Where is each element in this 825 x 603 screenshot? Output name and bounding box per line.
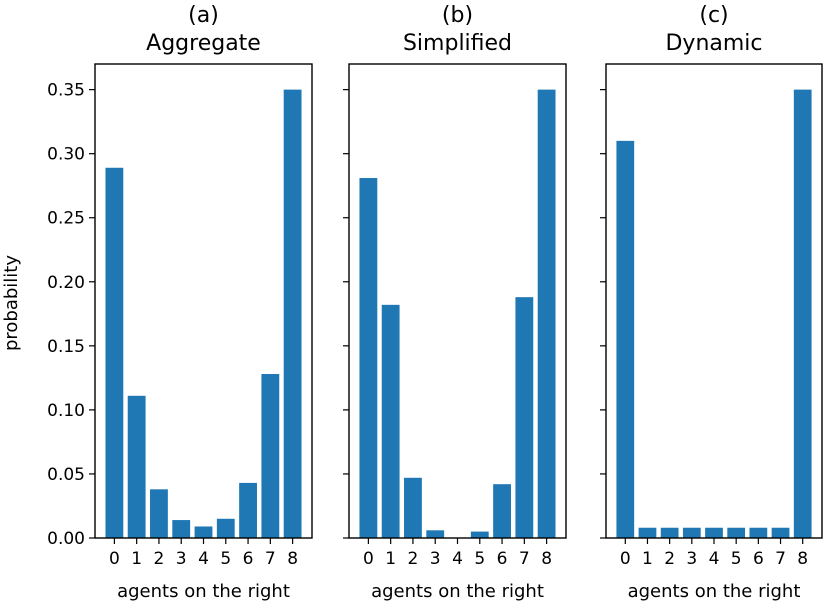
- x-tick-label: 7: [519, 549, 530, 569]
- x-tick-label: 0: [620, 549, 631, 569]
- bar-1: [638, 527, 657, 538]
- y-tick-label: 0.15: [47, 337, 85, 357]
- x-tick-label: 6: [753, 549, 764, 569]
- bar-3: [682, 527, 701, 538]
- bar-8: [537, 89, 556, 539]
- x-tick-label: 4: [452, 549, 463, 569]
- x-tick-label: 5: [731, 549, 742, 569]
- bar-7: [771, 527, 790, 538]
- x-tick-label: 2: [408, 549, 419, 569]
- x-tick-label: 1: [131, 549, 142, 569]
- bar-2: [404, 477, 422, 538]
- bar-0: [105, 167, 124, 538]
- axes-frame: [348, 63, 567, 539]
- x-axis-label: agents on the right: [628, 581, 801, 602]
- x-tick-label: 8: [541, 549, 552, 569]
- bar-3: [426, 530, 445, 538]
- bar-7: [261, 374, 280, 538]
- x-tick-label: 2: [664, 549, 675, 569]
- bar-7: [515, 297, 534, 538]
- x-tick-label: 1: [642, 549, 653, 569]
- chart-title: Aggregate: [146, 31, 261, 56]
- chart-panel-1: 0 1 2 3 4 5 6 7 8 (b) Simplified agents on the righ…: [343, 3, 567, 602]
- panel-label: (a): [188, 3, 219, 28]
- x-tick-label: 6: [243, 549, 254, 569]
- bar-1: [127, 395, 146, 538]
- bar-4: [194, 526, 213, 538]
- y-tick-label: 0.20: [47, 273, 85, 293]
- x-tick-label: 4: [709, 549, 720, 569]
- x-tick-label: 6: [497, 549, 508, 569]
- bar-6: [239, 482, 257, 538]
- bar-4: [705, 527, 723, 538]
- x-tick-label: 0: [363, 549, 374, 569]
- y-tick-label: 0.05: [47, 465, 85, 485]
- x-tick-label: 1: [385, 549, 396, 569]
- x-tick-label: 3: [176, 549, 187, 569]
- bar-2: [150, 489, 168, 538]
- y-tick-label: 0.25: [47, 209, 85, 229]
- x-tick-label: 3: [686, 549, 697, 569]
- chart-title: Dynamic: [665, 31, 762, 56]
- bar-1: [381, 304, 400, 538]
- x-tick-label: 8: [797, 549, 808, 569]
- x-axis-label: agents on the right: [371, 581, 544, 602]
- y-axis-label: probability: [1, 255, 22, 351]
- bar-2: [660, 527, 679, 538]
- axes-frame: [605, 63, 823, 539]
- chart-title: Simplified: [403, 31, 512, 56]
- x-tick-label: 3: [430, 549, 441, 569]
- bar-6: [493, 484, 511, 538]
- bar-6: [749, 527, 768, 538]
- chart-panel-0: 0 1 2 3 4 5 6 7 8 0.00 0.05 0.10 0.15 0.20 0.25 0.30 0.3…: [1, 3, 313, 602]
- y-tick-label: 0.35: [47, 81, 85, 101]
- x-tick-label: 5: [474, 549, 485, 569]
- bar-5: [470, 531, 489, 538]
- panel-label: (c): [699, 3, 728, 28]
- panel-label: (b): [442, 3, 473, 28]
- y-tick-label: 0.00: [47, 529, 85, 549]
- x-tick-label: 7: [775, 549, 786, 569]
- chart-panel-2: 0 1 2 3 4 5 6 7 8 (c) Dynamic agents on the right: [600, 3, 823, 602]
- x-tick-label: 0: [109, 549, 120, 569]
- bar-5: [216, 518, 235, 538]
- bar-5: [727, 527, 746, 538]
- bar-8: [283, 89, 302, 539]
- bar-8: [793, 89, 812, 539]
- x-tick-label: 7: [265, 549, 276, 569]
- bar-0: [616, 140, 635, 539]
- x-tick-label: 5: [220, 549, 231, 569]
- x-axis-label: agents on the right: [117, 581, 290, 602]
- x-tick-label: 2: [154, 549, 165, 569]
- bar-0: [359, 178, 378, 538]
- axes-frame: [94, 63, 313, 539]
- x-tick-label: 8: [287, 549, 298, 569]
- y-tick-label: 0.30: [47, 145, 85, 165]
- y-tick-label: 0.10: [47, 401, 85, 421]
- bar-3: [172, 520, 191, 538]
- x-tick-label: 4: [198, 549, 209, 569]
